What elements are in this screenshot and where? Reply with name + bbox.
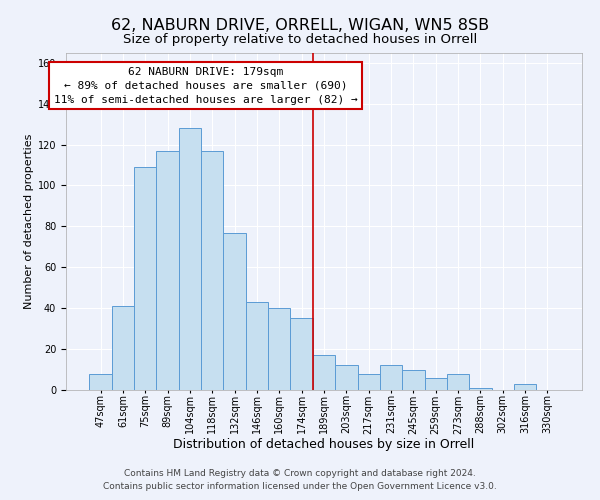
Y-axis label: Number of detached properties: Number of detached properties — [23, 134, 34, 309]
Bar — [425, 378, 447, 390]
Bar — [179, 128, 201, 390]
Bar — [358, 374, 380, 390]
Bar — [313, 355, 335, 390]
Bar — [290, 318, 313, 390]
Text: Size of property relative to detached houses in Orrell: Size of property relative to detached ho… — [123, 32, 477, 46]
Bar — [246, 302, 268, 390]
Text: Contains HM Land Registry data © Crown copyright and database right 2024.
Contai: Contains HM Land Registry data © Crown c… — [103, 470, 497, 491]
Bar — [335, 366, 358, 390]
Bar — [157, 150, 179, 390]
Bar — [89, 374, 112, 390]
Bar — [402, 370, 425, 390]
Bar — [201, 150, 223, 390]
Text: 62, NABURN DRIVE, ORRELL, WIGAN, WN5 8SB: 62, NABURN DRIVE, ORRELL, WIGAN, WN5 8SB — [111, 18, 489, 32]
X-axis label: Distribution of detached houses by size in Orrell: Distribution of detached houses by size … — [173, 438, 475, 450]
Bar — [112, 306, 134, 390]
Text: 62 NABURN DRIVE: 179sqm
← 89% of detached houses are smaller (690)
11% of semi-d: 62 NABURN DRIVE: 179sqm ← 89% of detache… — [54, 67, 358, 105]
Bar — [469, 388, 491, 390]
Bar — [447, 374, 469, 390]
Bar — [380, 366, 402, 390]
Bar — [514, 384, 536, 390]
Bar — [134, 167, 157, 390]
Bar — [268, 308, 290, 390]
Bar — [223, 232, 246, 390]
